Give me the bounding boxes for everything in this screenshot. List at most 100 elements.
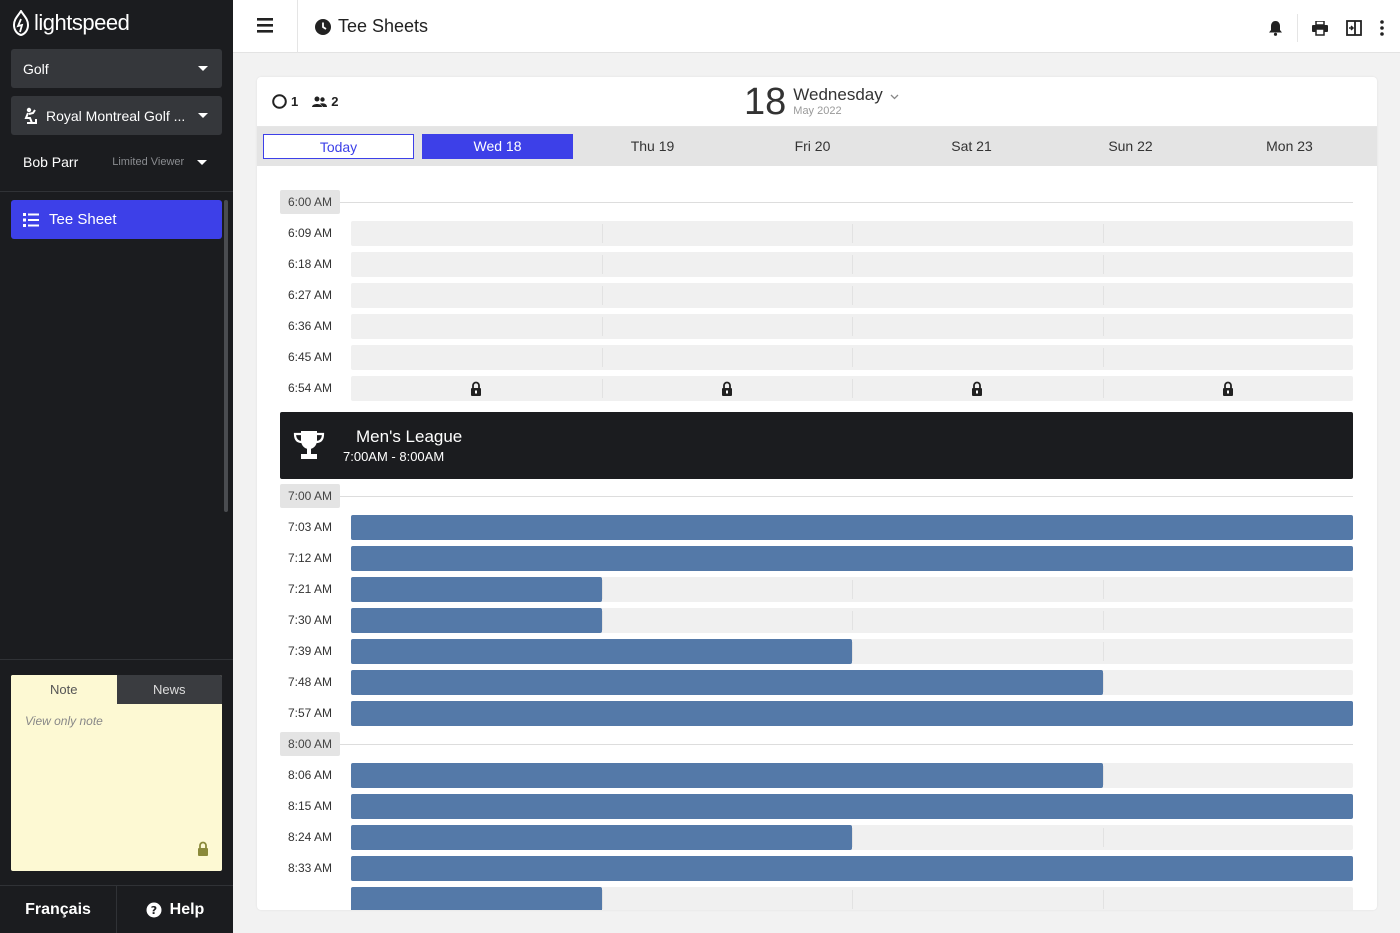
course-type-select[interactable]: Golf <box>11 49 222 88</box>
note-tabs: Note News <box>11 675 222 704</box>
slot-time: 7:03 AM <box>287 520 333 534</box>
hour-label: 8:00 AM <box>280 732 340 756</box>
booking-bar[interactable] <box>351 515 1353 540</box>
booking-bar[interactable] <box>351 670 1103 695</box>
day-tabs: Today Wed 18 Thu 19 Fri 20 Sat 21 Sun 22 Mon 2… <box>257 127 1377 166</box>
booking-bar[interactable] <box>351 825 852 850</box>
club-value: Royal Montreal Golf ... <box>46 107 186 124</box>
sidebar-footer: Français ? Help <box>0 885 233 933</box>
day-number: 18 <box>744 81 787 123</box>
players-stat: 2 <box>312 94 338 109</box>
bell-icon[interactable] <box>1268 20 1283 36</box>
tee-time-slot[interactable] <box>351 252 1353 277</box>
tee-time-slot[interactable] <box>351 639 1353 664</box>
slot-time: 6:18 AM <box>287 257 333 271</box>
tee-time-slot[interactable] <box>351 546 1353 571</box>
slot-divider <box>1102 890 1104 909</box>
trophy-icon <box>293 431 325 459</box>
slot-divider <box>1102 224 1104 243</box>
tee-time-slot[interactable] <box>351 283 1353 308</box>
tab-day[interactable]: Mon 23 <box>1266 138 1313 154</box>
tee-time-slot[interactable] <box>351 608 1353 633</box>
players-count: 2 <box>331 94 339 109</box>
lock-icon <box>198 841 208 856</box>
tab-today[interactable]: Today <box>263 134 414 159</box>
tee-time-slot[interactable] <box>351 763 1353 788</box>
slot-time: 8:06 AM <box>287 768 333 782</box>
brand-logo[interactable]: lightspeed <box>12 10 130 36</box>
slot-divider <box>852 611 853 630</box>
page-title: Tee Sheets <box>315 16 428 37</box>
slot-divider <box>601 890 603 909</box>
booking-bar[interactable] <box>351 639 852 664</box>
slot-divider <box>1102 642 1104 661</box>
more-vertical-icon[interactable] <box>1380 20 1384 36</box>
caret-down-icon <box>198 66 208 71</box>
flame-icon <box>12 10 30 36</box>
slot-time: 8:24 AM <box>287 830 333 844</box>
slot-divider <box>601 317 603 336</box>
print-icon[interactable] <box>1312 20 1328 36</box>
booking-bar[interactable] <box>351 546 1353 571</box>
tee-time-slot[interactable] <box>351 515 1353 540</box>
tee-time-slot[interactable] <box>351 221 1353 246</box>
golfer-icon <box>24 107 37 124</box>
caret-down-icon <box>198 113 208 118</box>
event-banner[interactable]: Men's League 7:00AM - 8:00AM <box>280 412 1353 479</box>
hour-label: 7:00 AM <box>280 484 340 508</box>
tab-day[interactable]: Fri 20 <box>794 138 831 154</box>
user-menu[interactable]: Bob Parr Limited Viewer <box>23 154 221 170</box>
slot-divider <box>852 286 853 305</box>
slot-divider <box>1102 580 1104 599</box>
slot-divider <box>601 255 603 274</box>
slot-divider <box>852 580 853 599</box>
tee-time-slot[interactable] <box>351 577 1353 602</box>
booking-bar[interactable] <box>351 887 602 910</box>
tab-day[interactable]: Sun 22 <box>1108 138 1153 154</box>
tee-time-slot[interactable] <box>351 887 1353 910</box>
booking-bar[interactable] <box>351 794 1353 819</box>
booking-bar[interactable] <box>351 856 1353 881</box>
list-icon <box>23 212 39 227</box>
tab-day[interactable]: Sat 21 <box>951 138 992 154</box>
hamburger-icon[interactable] <box>257 18 273 33</box>
slot-time: 7:12 AM <box>287 551 333 565</box>
card-header: 1 2 18 Wednesday May 2022 <box>257 77 1377 127</box>
language-button[interactable]: Français <box>0 886 117 933</box>
layout-icon[interactable] <box>1346 20 1362 36</box>
tab-note[interactable]: Note <box>11 675 117 704</box>
slot-divider <box>601 611 603 630</box>
tab-day[interactable]: Thu 19 <box>630 138 675 154</box>
booking-bar[interactable] <box>351 608 602 633</box>
booking-bar[interactable] <box>351 577 602 602</box>
tee-time-slot[interactable] <box>351 314 1353 339</box>
slot-time: 7:48 AM <box>287 675 333 689</box>
tee-time-slot[interactable] <box>351 345 1353 370</box>
tee-time-slot[interactable] <box>351 376 1353 401</box>
tab-day[interactable]: Wed 18 <box>422 134 573 159</box>
booking-bar[interactable] <box>351 763 1103 788</box>
date-picker[interactable]: 18 Wednesday May 2022 <box>744 82 899 122</box>
slot-divider <box>601 224 603 243</box>
nav-tee-sheet-label: Tee Sheet <box>49 211 117 228</box>
slot-divider <box>1102 611 1104 630</box>
club-select[interactable]: Royal Montreal Golf ... <box>11 96 222 135</box>
divider <box>0 659 233 660</box>
tee-time-slot[interactable] <box>351 825 1353 850</box>
nav-tee-sheet[interactable]: Tee Sheet <box>11 200 222 239</box>
clock-icon <box>315 18 331 35</box>
booking-bar[interactable] <box>351 701 1353 726</box>
slot-time: 7:57 AM <box>287 706 333 720</box>
tab-news[interactable]: News <box>116 675 222 704</box>
users-icon <box>312 96 328 107</box>
help-button[interactable]: ? Help <box>117 886 233 933</box>
brand-name: lightspeed <box>34 10 130 35</box>
hour-divider <box>340 744 1353 745</box>
sidebar-scrollbar[interactable] <box>224 200 228 512</box>
slot-divider <box>1102 317 1104 336</box>
slot-divider <box>1102 348 1104 367</box>
tee-time-slot[interactable] <box>351 856 1353 881</box>
tee-time-slot[interactable] <box>351 701 1353 726</box>
tee-time-slot[interactable] <box>351 670 1353 695</box>
tee-time-slot[interactable] <box>351 794 1353 819</box>
